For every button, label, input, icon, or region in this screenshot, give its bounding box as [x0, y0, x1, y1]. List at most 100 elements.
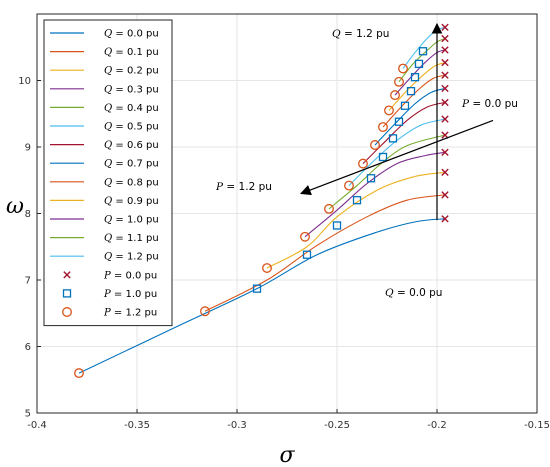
- marker-circle-9: [384, 105, 394, 116]
- legend-entry: Q = 0.0 pu: [50, 29, 159, 40]
- marker-x-4: [441, 131, 449, 139]
- marker-circle-12: [398, 63, 408, 74]
- legend-label: Q = 1.2 pu: [104, 252, 159, 263]
- legend-label: P = 0.0 pu: [103, 270, 157, 281]
- marker-circle-2: [262, 263, 272, 273]
- legend-swatch: [62, 289, 72, 298]
- marker-square-7: [394, 117, 404, 126]
- marker-x-0: [441, 215, 449, 223]
- marker-circle-8: [378, 122, 388, 133]
- marker-circle-7: [370, 140, 380, 150]
- legend-label: Q = 0.4 pu: [104, 103, 159, 114]
- marker-circle-4: [324, 203, 334, 214]
- series-line-0: [78, 218, 446, 374]
- legend-label: Q = 0.3 pu: [104, 84, 159, 95]
- legend-entry: Q = 0.6 pu: [50, 140, 159, 151]
- marker-square-8: [400, 101, 410, 110]
- marker-square-0: [252, 284, 262, 293]
- legend-label: P = 1.2 pu: [103, 308, 157, 319]
- legend-entry: Q = 1.1 pu: [50, 233, 159, 244]
- legend-entry: Q = 0.1 pu: [50, 47, 159, 58]
- legend-box: [43, 19, 173, 327]
- marker-square-11: [414, 59, 424, 69]
- marker-x-8: [441, 71, 449, 79]
- legend-swatch: [62, 307, 72, 317]
- series-line-2: [266, 171, 446, 269]
- marker-square-4: [366, 174, 376, 183]
- x-tick-label: -0.3: [227, 420, 247, 431]
- marker-square-6: [388, 134, 398, 143]
- y-tick-label: 5: [25, 409, 31, 420]
- legend-entry: Q = 0.2 pu: [50, 66, 159, 77]
- marker-x-5: [441, 115, 449, 123]
- legend-entry: P = 0.0 pu: [63, 270, 157, 281]
- marker-circle-1: [200, 306, 210, 317]
- annotation-label-3: Q = 0.0 pu: [385, 287, 442, 299]
- series-line-7: [374, 87, 446, 146]
- legend-label: Q = 1.0 pu: [104, 215, 159, 226]
- y-tick-label: 6: [25, 342, 31, 353]
- legend-label: Q = 0.5 pu: [104, 122, 159, 133]
- x-tick-label: -0.25: [324, 420, 350, 431]
- marker-x-12: [441, 23, 449, 31]
- legend-entry: Q = 0.7 pu: [50, 159, 159, 170]
- marker-square-5: [378, 152, 388, 162]
- legend-entry: Q = 0.9 pu: [50, 196, 159, 207]
- marker-circle-3: [300, 231, 310, 242]
- marker-x-3: [441, 148, 449, 157]
- legend-entry: Q = 1.0 pu: [50, 215, 159, 226]
- legend-label: Q = 1.1 pu: [104, 233, 159, 244]
- x-axis-label: σ: [279, 443, 295, 467]
- legend-label: Q = 0.1 pu: [104, 47, 159, 58]
- series-line-4: [328, 134, 446, 210]
- annotation-label-0: Q = 1.2 pu: [332, 28, 389, 40]
- legend-label: Q = 0.9 pu: [104, 196, 159, 207]
- annotation-label-1: P = 0.0 pu: [461, 98, 518, 110]
- y-tick-label: 7: [25, 276, 31, 287]
- legend-entry: Q = 0.5 pu: [50, 122, 159, 133]
- legend-label: Q = 0.0 pu: [104, 29, 159, 40]
- legend-label: Q = 0.6 pu: [104, 140, 159, 151]
- marker-square-2: [332, 221, 342, 230]
- legend-label: Q = 0.2 pu: [104, 66, 159, 77]
- marker-x-2: [441, 168, 449, 176]
- x-tick-label: -0.4: [27, 420, 47, 431]
- marker-circle-11: [394, 76, 404, 87]
- marker-circle-10: [390, 90, 400, 101]
- x-tick-label: -0.35: [124, 420, 150, 431]
- marker-x-1: [441, 191, 449, 199]
- y-tick-label: 10: [18, 76, 31, 87]
- marker-x-7: [441, 84, 449, 93]
- marker-circle-0: [74, 368, 84, 379]
- legend-entry: P = 1.2 pu: [62, 307, 157, 319]
- x-tick-label: -0.2: [427, 420, 447, 431]
- marker-layer: [74, 23, 449, 379]
- marker-circle-5: [344, 180, 354, 191]
- legend: Q = 0.0 pu Q = 0.1 pu Q = 0.2 pu Q = 0.3 pu…: [43, 19, 173, 327]
- series-line-9: [388, 62, 446, 111]
- legend-entry: Q = 0.8 pu: [50, 177, 159, 188]
- y-tick-label: 8: [25, 209, 31, 220]
- legend-label: Q = 0.8 pu: [104, 177, 159, 188]
- series-line-3: [304, 151, 446, 238]
- marker-x-9: [441, 58, 449, 67]
- annotation-layer: Q = 1.2 pu P = 0.0 pu P = 1.2 pu Q = 0.0 pu: [215, 22, 518, 299]
- annotation-label-2: P = 1.2 pu: [215, 181, 272, 193]
- legend-entry: P = 1.0 pu: [62, 289, 157, 300]
- legend-swatch: [63, 271, 71, 279]
- marker-x-10: [441, 46, 449, 54]
- marker-x-11: [441, 34, 449, 43]
- marker-square-10: [410, 73, 420, 82]
- x-tick-label: -0.15: [524, 420, 550, 431]
- marker-square-9: [406, 86, 416, 96]
- legend-entry: Q = 0.3 pu: [50, 84, 159, 95]
- marker-x-6: [441, 98, 449, 107]
- legend-label: P = 1.0 pu: [103, 289, 157, 300]
- y-tick-label: 9: [25, 143, 31, 154]
- marker-square-3: [352, 196, 362, 205]
- marker-circle-6: [358, 158, 368, 169]
- tick-layer: -0.4 -0.35 -0.3 -0.25 -0.2 -0.15 5 6 7 8 9 10: [18, 76, 550, 431]
- legend-entry: Q = 0.4 pu: [50, 103, 159, 114]
- y-axis-label: ω: [6, 194, 24, 219]
